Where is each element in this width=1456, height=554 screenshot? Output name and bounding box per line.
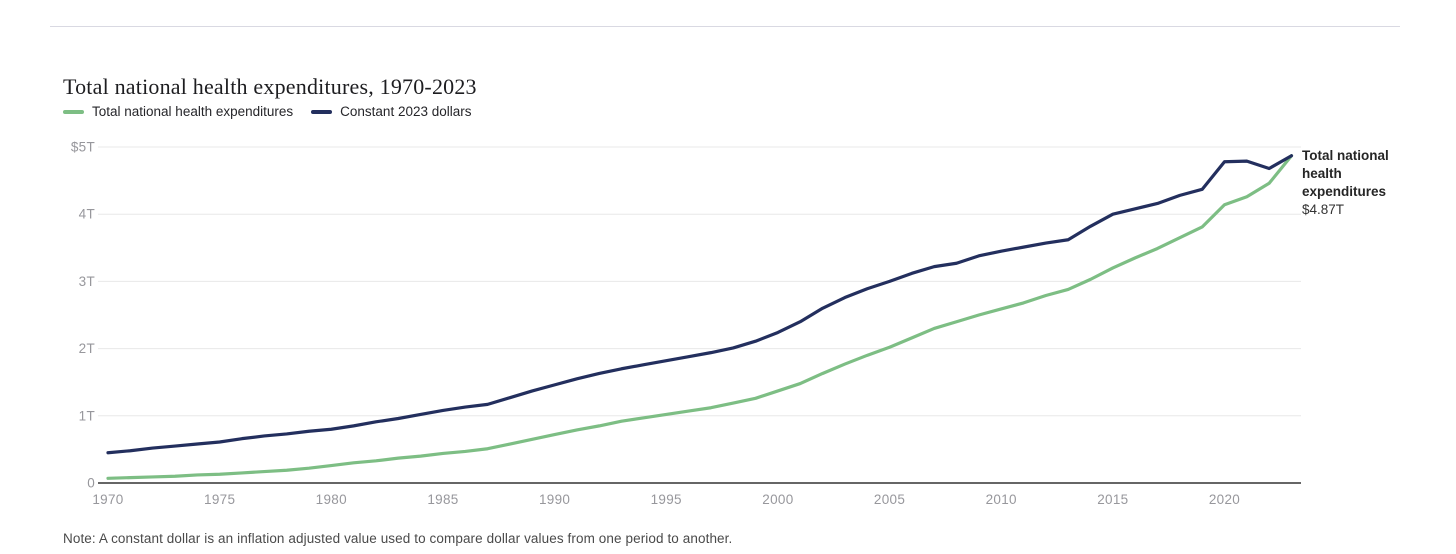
legend-item-total-expenditures[interactable]: Total national health expenditures <box>63 104 293 119</box>
y-axis-tick-label: 4T <box>79 207 95 222</box>
chart-title: Total national health expenditures, 1970… <box>63 73 477 99</box>
x-axis-tick-label: 2020 <box>1209 492 1240 507</box>
y-axis-tick-label: 2T <box>79 341 95 356</box>
legend-swatch-green-icon <box>63 109 84 114</box>
top-divider <box>50 26 1400 27</box>
legend-label-total-expenditures: Total national health expenditures <box>92 104 294 119</box>
x-axis-tick-label: 1990 <box>539 492 570 507</box>
x-axis-tick-label: 1980 <box>316 492 347 507</box>
x-axis-tick-label: 1985 <box>427 492 458 507</box>
series-end-annotation-value: $4.87T <box>1302 202 1345 217</box>
legend-label-constant-dollars: Constant 2023 dollars <box>340 104 472 119</box>
y-axis-tick-label: 3T <box>79 274 95 289</box>
x-axis-tick-label: 1975 <box>204 492 235 507</box>
chart-legend: Total national health expenditures Const… <box>63 104 472 119</box>
series-line-0 <box>106 154 1294 480</box>
x-axis-tick-label: 2010 <box>986 492 1017 507</box>
series-line-1 <box>106 154 1294 455</box>
chart-canvas[interactable]: 0 1T 2T 3T 4T $5T 1970 1975 1980 1985 1990 1995 2000… <box>0 130 1456 522</box>
legend-swatch-navy-icon <box>311 109 333 114</box>
x-axis-tick-label: 1970 <box>92 492 123 507</box>
y-axis-tick-label: 0 <box>87 476 95 491</box>
series-end-annotation-label: Total national health expenditures <box>1302 148 1389 199</box>
x-axis-tick-label: 1995 <box>651 492 682 507</box>
legend-item-constant-dollars[interactable]: Constant 2023 dollars <box>311 104 472 119</box>
series-end-annotation: Total national health expenditures $4.87… <box>1302 147 1402 219</box>
y-axis-tick-label: $5T <box>71 140 95 155</box>
x-axis-tick-label: 2000 <box>762 492 793 507</box>
y-axis-tick-label: 1T <box>79 408 95 423</box>
chart-plot-area: 0 1T 2T 3T 4T $5T 1970 1975 1980 1985 1990 1995 2000… <box>0 130 1456 522</box>
x-axis-tick-label: 2005 <box>874 492 905 507</box>
x-axis-tick-label: 2015 <box>1097 492 1128 507</box>
footnote: Note: A constant dollar is an inflation … <box>63 531 733 546</box>
